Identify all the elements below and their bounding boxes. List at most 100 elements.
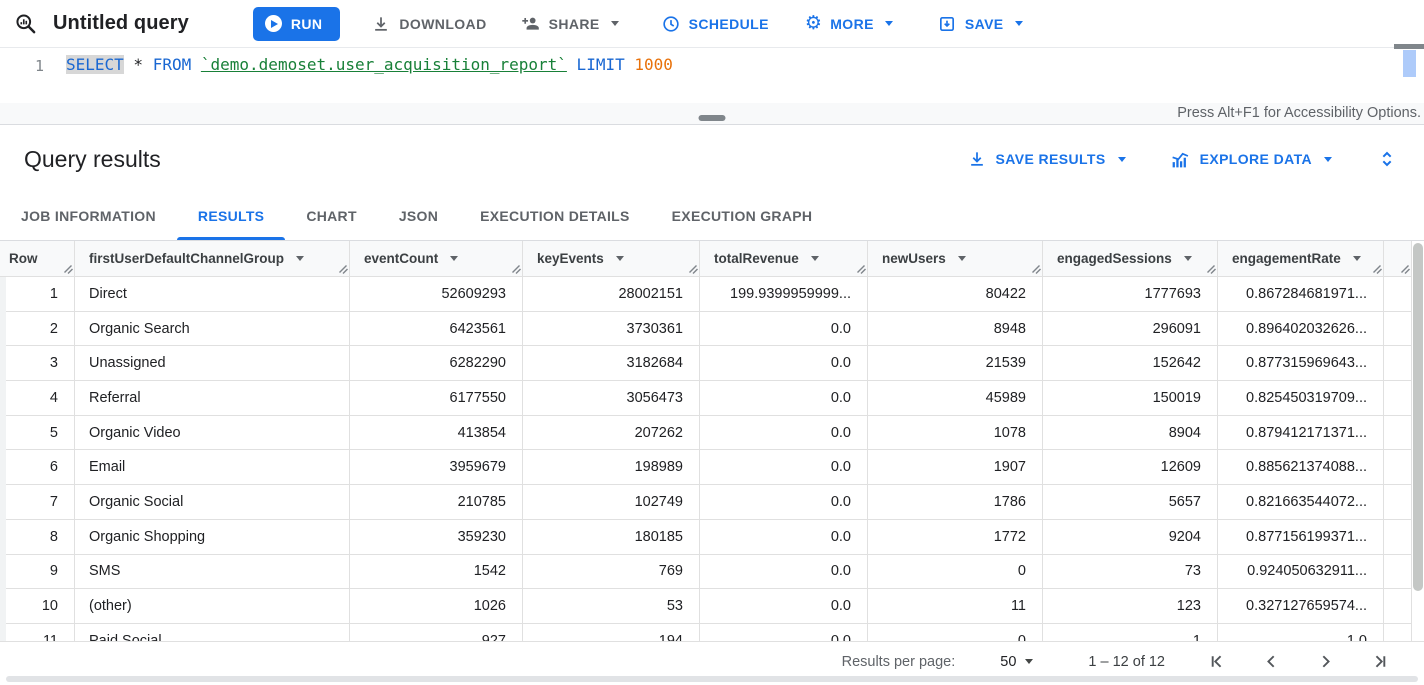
- column-header-newUsers[interactable]: newUsers: [868, 241, 1043, 276]
- cell-engagedSessions: 5657: [1043, 485, 1218, 519]
- sql-keyword-select: SELECT: [66, 55, 124, 74]
- results-per-page-label: Results per page:: [841, 653, 956, 670]
- cell-keyEvents: 53: [523, 589, 700, 623]
- row-number-cell: 1: [0, 277, 75, 311]
- column-menu-caret-icon[interactable]: [296, 256, 305, 261]
- download-button[interactable]: DOWNLOAD: [371, 14, 486, 34]
- cell-eventCount: 359230: [350, 519, 523, 554]
- row-number-cell: 9: [0, 554, 75, 589]
- cell-eventCount: 3959679: [350, 450, 523, 485]
- first-page-button[interactable]: [1207, 651, 1228, 672]
- results-tabs: JOB INFORMATION RESULTS CHART JSON EXECUTION…: [0, 192, 1424, 241]
- sql-limit-value: 1000: [634, 55, 673, 74]
- tab-execution-details[interactable]: EXECUTION DETAILS: [480, 208, 630, 224]
- more-button[interactable]: ⚙ MORE: [805, 14, 893, 33]
- column-resize-handle-icon[interactable]: [856, 264, 866, 274]
- column-menu-caret-icon[interactable]: [1183, 256, 1192, 261]
- cell-keyEvents: 207262: [523, 415, 700, 450]
- next-page-button[interactable]: [1315, 651, 1336, 672]
- sql-editor[interactable]: 1 SELECT * FROM `demo.demoset.user_acqui…: [0, 44, 1424, 103]
- column-menu-caret-icon[interactable]: [1352, 256, 1361, 261]
- column-resize-handle-icon[interactable]: [1372, 264, 1382, 274]
- tab-chart[interactable]: CHART: [306, 208, 357, 224]
- cell-keyEvents: 180185: [523, 519, 700, 554]
- tab-json[interactable]: JSON: [398, 208, 439, 224]
- column-header-engagedSessions[interactable]: engagedSessions: [1043, 241, 1218, 276]
- cell-newUsers: 1078: [868, 415, 1043, 450]
- row-number-cell: 7: [0, 485, 75, 519]
- cell-newUsers: 1907: [868, 450, 1043, 485]
- cell-engagedSessions: 123: [1043, 589, 1218, 623]
- column-resize-handle-icon[interactable]: [1400, 264, 1410, 274]
- cell-firstUserDefaultChannelGroup: Unassigned: [75, 346, 350, 381]
- sql-table-reference-link[interactable]: `demo.demoset.user_acquisition_report`: [200, 55, 567, 74]
- table-vertical-scrollbar[interactable]: [1412, 241, 1424, 641]
- cell-engagementRate: 0.825450319709...: [1218, 381, 1384, 415]
- column-header-firstUserDefaultChannelGroup[interactable]: firstUserDefaultChannelGroup: [75, 241, 350, 276]
- explore-data-chart-icon: [1171, 152, 1188, 167]
- cell-totalRevenue: 0.0: [700, 589, 868, 623]
- table-row: 10 (other) 1026 53 0.0 11 123 0.327127659574...: [0, 589, 1412, 624]
- cell-engagementRate: 0.879412171371...: [1218, 415, 1384, 450]
- column-header-eventCount[interactable]: eventCount: [350, 241, 523, 276]
- query-title[interactable]: Untitled query: [53, 12, 189, 34]
- first-page-icon: [1211, 655, 1222, 668]
- save-button[interactable]: SAVE: [937, 14, 1023, 34]
- explore-data-button[interactable]: EXPLORE DATA: [1170, 149, 1332, 170]
- column-menu-caret-icon[interactable]: [615, 256, 624, 261]
- column-menu-caret-icon[interactable]: [957, 256, 966, 261]
- query-icon: [14, 12, 37, 35]
- cell-totalRevenue: 0.0: [700, 519, 868, 554]
- schedule-button[interactable]: SCHEDULE: [661, 14, 769, 34]
- column-header-engagementRate[interactable]: engagementRate: [1218, 241, 1384, 276]
- chevron-right-icon: [1322, 655, 1330, 668]
- chevron-down-icon: [1324, 156, 1332, 162]
- cell-newUsers: 1786: [868, 485, 1043, 519]
- cell-engagedSessions: 1777693: [1043, 277, 1218, 311]
- row-number-cell: 2: [0, 311, 75, 346]
- tab-results[interactable]: RESULTS: [176, 192, 286, 240]
- column-menu-caret-icon[interactable]: [450, 256, 459, 261]
- column-resize-handle-icon[interactable]: [511, 264, 521, 274]
- horizontal-scrollbar[interactable]: [6, 676, 1418, 682]
- table-vertical-scrollbar-thumb[interactable]: [1413, 243, 1423, 591]
- share-label: SHARE: [548, 15, 600, 32]
- table-row: 5 Organic Video 413854 207262 0.0 1078 8904 0.8…: [0, 415, 1412, 451]
- table-body: 1 Direct 52609293 28002151 199.9399959999...…: [0, 277, 1412, 641]
- results-title: Query results: [24, 145, 161, 172]
- expand-results-button[interactable]: [1376, 148, 1398, 170]
- cell-totalRevenue: 0.0: [700, 554, 868, 589]
- sql-code-line[interactable]: SELECT * FROM `demo.demoset.user_acquisi…: [66, 55, 673, 74]
- tab-execution-graph[interactable]: EXECUTION GRAPH: [671, 208, 813, 224]
- editor-scrollbar-thumb[interactable]: [1403, 50, 1416, 77]
- column-resize-handle-icon[interactable]: [688, 264, 698, 274]
- cell-eventCount: 6177550: [350, 381, 523, 415]
- column-resize-handle-icon[interactable]: [63, 264, 73, 274]
- save-results-button[interactable]: SAVE RESULTS: [967, 149, 1126, 169]
- cell-eventCount: 6423561: [350, 311, 523, 346]
- download-label: DOWNLOAD: [399, 15, 487, 32]
- share-button[interactable]: SHARE: [520, 13, 619, 34]
- row-number-cell: 8: [0, 519, 75, 554]
- chevron-down-icon: [1014, 21, 1023, 26]
- column-resize-handle-icon[interactable]: [1206, 264, 1216, 274]
- cell-totalRevenue: 0.0: [700, 450, 868, 485]
- column-header-totalRevenue[interactable]: totalRevenue: [700, 241, 868, 276]
- column-resize-handle-icon[interactable]: [1031, 264, 1041, 274]
- column-header-Row[interactable]: Row: [0, 241, 75, 276]
- table-row: 2 Organic Search 6423561 3730361 0.0 8948 2960…: [0, 311, 1412, 347]
- cell-keyEvents: 102749: [523, 485, 700, 519]
- chevron-down-icon: [884, 21, 893, 26]
- previous-page-button[interactable]: [1261, 651, 1282, 672]
- run-button[interactable]: RUN: [252, 6, 341, 41]
- splitter-drag-handle[interactable]: [698, 115, 726, 121]
- column-header-keyEvents[interactable]: keyEvents: [523, 241, 700, 276]
- last-page-button[interactable]: [1369, 651, 1390, 672]
- tab-job-information[interactable]: JOB INFORMATION: [21, 208, 156, 224]
- column-menu-caret-icon[interactable]: [810, 256, 819, 261]
- page-size-select[interactable]: 50: [1000, 654, 1034, 670]
- column-label: engagementRate: [1232, 251, 1341, 266]
- table-row: 11 Paid Social 927 194 0.0 0 1 1.0: [0, 623, 1412, 641]
- column-resize-handle-icon[interactable]: [338, 264, 348, 274]
- cell-spacer: [1384, 450, 1412, 485]
